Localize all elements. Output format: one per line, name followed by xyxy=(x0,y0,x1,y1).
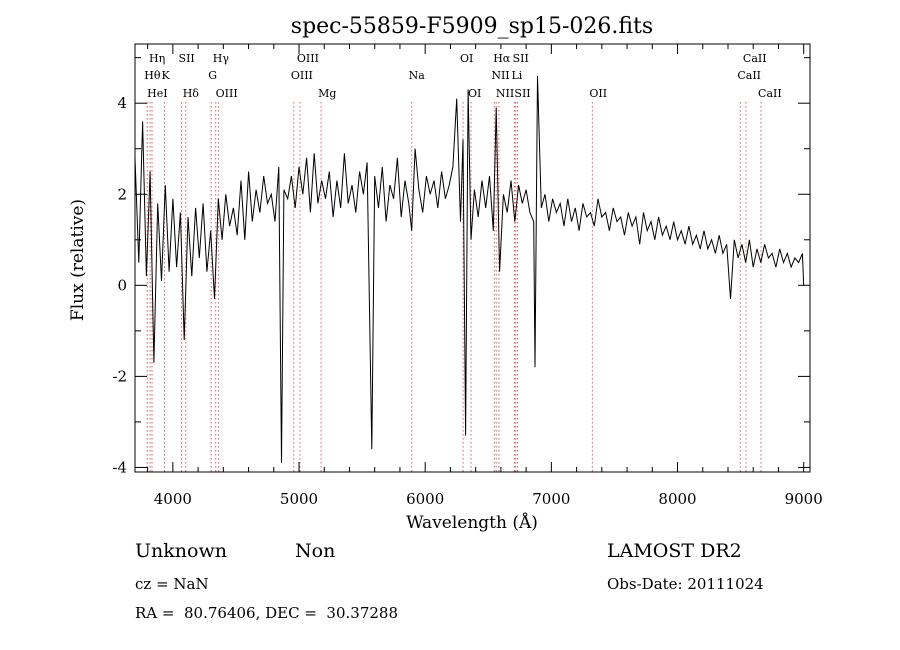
spectral-line-label: OI xyxy=(460,52,473,65)
spectral-line-label: Li xyxy=(512,69,523,82)
spectral-line-label: SII xyxy=(179,52,195,65)
spectral-line-label: NII xyxy=(496,87,514,100)
y-tick-label: -4 xyxy=(112,458,127,476)
spectral-line-label: SII xyxy=(514,87,530,100)
spectral-line-label: OIII xyxy=(216,87,238,100)
x-axis-label: Wavelength (Å) xyxy=(406,512,538,533)
axis-ticks: 4000 5000 6000 7000 8000 9000 -4 -2 0 2 4 xyxy=(112,44,823,508)
spectral-class: Unknown xyxy=(135,540,227,562)
survey-name: LAMOST DR2 xyxy=(607,540,742,562)
x-tick-label: 7000 xyxy=(532,490,570,508)
spectral-line-label: Hγ xyxy=(213,52,230,65)
spectral-line-label: Hη xyxy=(149,52,165,65)
spectral-line-label: OI xyxy=(468,87,481,100)
flux-series-line xyxy=(134,75,805,463)
spectral-subclass: Non xyxy=(295,540,336,562)
spectral-line-label: OII xyxy=(589,87,607,100)
y-tick-label: 4 xyxy=(117,94,127,112)
chart-title: spec-55859-F5909_sp15-026.fits xyxy=(291,14,653,39)
spectral-line-label: HeI xyxy=(147,87,167,100)
spectral-line-label: Na xyxy=(409,69,426,82)
spectral-line-label: CaII xyxy=(743,52,767,65)
x-tick-label: 4000 xyxy=(154,490,192,508)
spectral-line-label: K xyxy=(162,69,171,82)
spectral-line-markers xyxy=(146,102,762,472)
redshift-cz: cz = NaN xyxy=(135,575,209,593)
y-tick-label: 0 xyxy=(117,276,127,294)
spectral-line-label: G xyxy=(208,69,217,82)
flux-series-group xyxy=(134,75,805,463)
y-axis-label: Flux (relative) xyxy=(68,199,88,321)
sky-coordinates: RA = 80.76406, DEC = 30.37288 xyxy=(135,604,399,622)
observation-date: Obs-Date: 20111024 xyxy=(607,575,764,593)
x-tick-label: 6000 xyxy=(406,490,444,508)
spectral-line-label: CaII xyxy=(758,87,782,100)
spectral-line-label: Hδ xyxy=(183,87,200,100)
y-tick-label: -2 xyxy=(112,367,127,385)
x-tick-label: 8000 xyxy=(658,490,696,508)
plot-frame xyxy=(134,43,811,473)
y-tick-label: 2 xyxy=(117,185,127,203)
x-tick-label: 9000 xyxy=(785,490,823,508)
spectral-line-label: OIII xyxy=(291,69,313,82)
spectral-line-label: Hθ xyxy=(144,69,161,82)
spectral-line-label: CaII xyxy=(737,69,761,82)
x-tick-label: 5000 xyxy=(280,490,318,508)
spectral-line-label: NII xyxy=(491,69,509,82)
spectral-line-label: SII xyxy=(513,52,529,65)
spectral-line-label: OIII xyxy=(297,52,319,65)
spectral-line-label: Mg xyxy=(318,87,336,100)
spectral-line-label: Hα xyxy=(493,52,511,65)
